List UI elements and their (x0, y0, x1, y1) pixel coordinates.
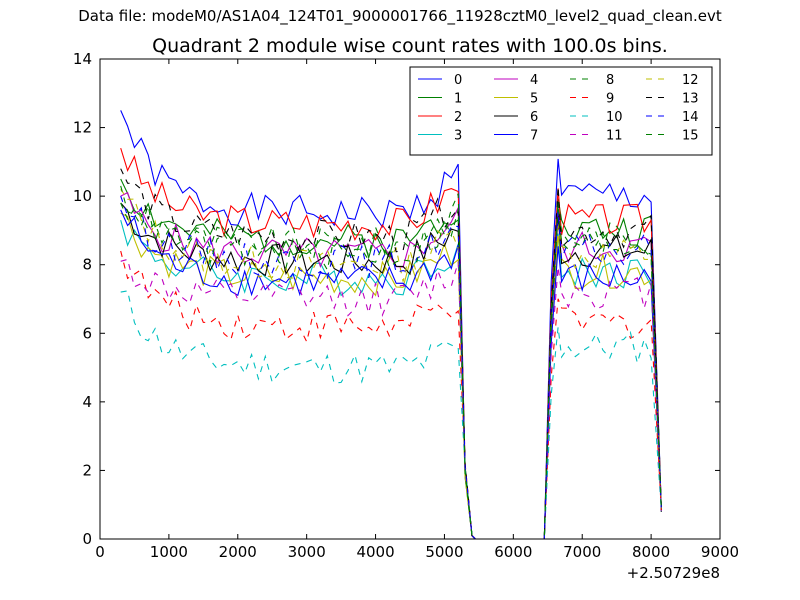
series-line-9 (120, 250, 662, 539)
legend-label-15: 15 (682, 129, 699, 144)
legend-label-4: 4 (530, 73, 538, 88)
legend-label-7: 7 (530, 129, 538, 144)
legend-label-5: 5 (530, 92, 538, 107)
series-line-11 (120, 258, 662, 539)
legend-box (409, 66, 713, 156)
legend-label-0: 0 (454, 73, 462, 88)
y-tick-label: 14 (73, 50, 92, 68)
series-line-0 (120, 110, 662, 539)
legend-label-14: 14 (682, 110, 699, 125)
y-tick-label: 4 (82, 393, 92, 411)
y-tick-label: 6 (82, 324, 92, 342)
x-tick-label: 8000 (632, 543, 670, 561)
y-tick-label: 2 (82, 461, 92, 479)
legend-label-8: 8 (606, 73, 614, 88)
legend-label-10: 10 (606, 110, 623, 125)
chart-title: Quadrant 2 module wise count rates with … (152, 35, 668, 57)
series-line-4 (120, 191, 662, 539)
x-axis: 0 1000 2000 3000 4000 5000 6000 7000 8000 9000 (95, 59, 739, 561)
legend-label-3: 3 (454, 129, 462, 144)
series-line-10 (120, 290, 662, 539)
x-tick-label: 9000 (701, 543, 739, 561)
x-tick-label: 3000 (288, 543, 326, 561)
series-line-1 (120, 178, 662, 539)
x-tick-label: 2000 (219, 543, 257, 561)
x-offset-label: +2.50729e8 (627, 564, 720, 582)
series-line-8 (120, 193, 662, 539)
series-layer (120, 110, 662, 539)
x-tick-label: 0 (95, 543, 105, 561)
series-line-6 (120, 202, 662, 539)
legend-label-6: 6 (530, 110, 538, 125)
x-tick-label: 4000 (356, 543, 394, 561)
x-tick-label: 1000 (150, 543, 188, 561)
y-tick-label: 10 (73, 187, 92, 205)
legend-label-11: 11 (606, 129, 623, 144)
x-tick-label: 5000 (425, 543, 463, 561)
data-file-suptitle: Data file: modeM0/AS1A04_124T01_90000017… (78, 7, 722, 25)
y-tick-label: 12 (73, 119, 92, 137)
y-tick-label: 8 (82, 256, 92, 274)
x-tick-label: 6000 (494, 543, 532, 561)
y-tick-label: 0 (82, 530, 92, 548)
legend-label-1: 1 (454, 92, 462, 107)
legend-label-2: 2 (454, 110, 462, 125)
legend-label-9: 9 (606, 92, 614, 107)
series-line-2 (120, 147, 662, 539)
legend-label-12: 12 (682, 73, 699, 88)
series-line-3 (120, 219, 662, 539)
x-tick-label: 7000 (563, 543, 601, 561)
series-line-14 (120, 195, 662, 539)
plot-frame (99, 58, 721, 540)
legend-label-13: 13 (682, 92, 699, 107)
series-line-7 (120, 209, 662, 539)
